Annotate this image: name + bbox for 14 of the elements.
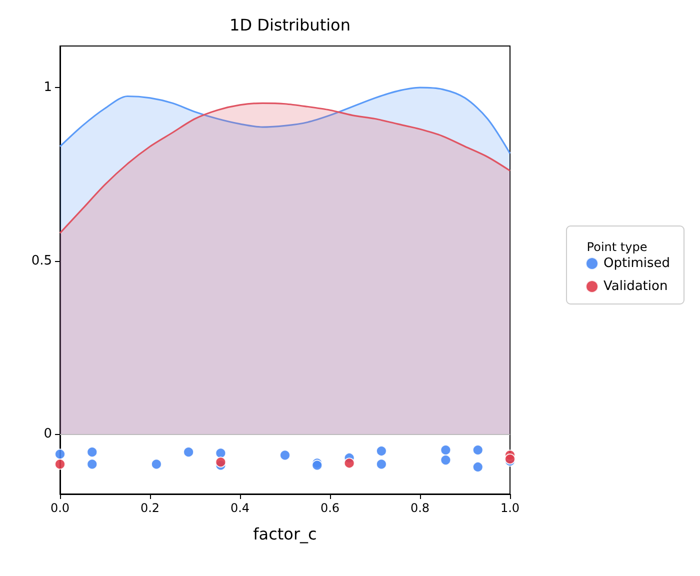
x-tick-label: 0.0	[50, 501, 70, 515]
x-tick-label: 0.8	[410, 501, 430, 515]
x-tick-label: 0.4	[230, 501, 250, 515]
y-tick-label: 0	[44, 426, 52, 442]
chart-title: 1D Distribution	[230, 16, 350, 34]
x-tick-label: 1.0	[500, 501, 520, 515]
y-tick-label: 1	[44, 80, 52, 96]
x-tick-label: 0.2	[140, 501, 160, 515]
x-tick-label: 0.6	[320, 501, 340, 515]
x-axis-title: factor_c	[253, 524, 317, 544]
y-tick-label: 0.5	[31, 253, 52, 268]
legend-label: Validation	[604, 279, 668, 294]
legend-title: Point type	[586, 240, 648, 254]
legend-label: Optimised	[604, 256, 670, 271]
